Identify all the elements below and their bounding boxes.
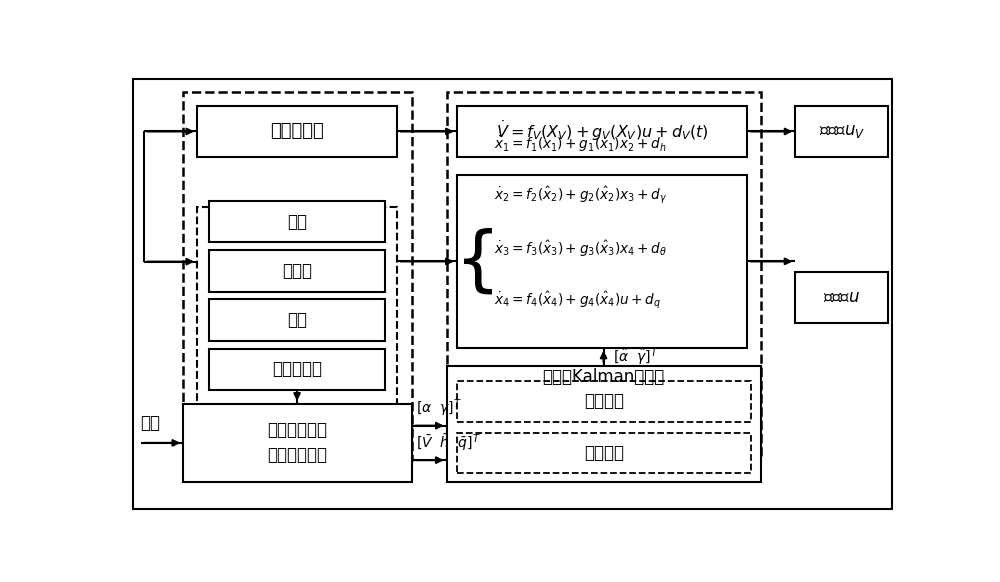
Text: 速度子系统: 速度子系统 [270, 122, 324, 140]
Bar [209, 201, 385, 242]
Bar [457, 381, 751, 421]
Text: 自适应Kalman滤波器: 自适应Kalman滤波器 [542, 368, 665, 386]
Bar [795, 106, 888, 157]
Bar [209, 250, 385, 292]
Bar [197, 106, 397, 157]
Bar [209, 349, 385, 391]
Text: 航迹角: 航迹角 [282, 262, 312, 280]
Text: $[\bar{V}\ \ \bar{h}\ \ \bar{q}]^T$: $[\bar{V}\ \ \bar{h}\ \ \bar{q}]^T$ [416, 432, 480, 453]
Bar [197, 207, 397, 460]
Text: 控制器$u_V$: 控制器$u_V$ [819, 122, 865, 140]
Bar [209, 299, 385, 341]
Text: 迎角: 迎角 [287, 311, 307, 329]
Text: 状态方程: 状态方程 [584, 392, 624, 410]
Text: $\dot{x}_4=f_4(\hat{x}_4)+g_4(\hat{x}_4)u+d_q$: $\dot{x}_4=f_4(\hat{x}_4)+g_4(\hat{x}_4)… [494, 290, 661, 311]
Bar [447, 93, 761, 460]
Text: 噪声: 噪声 [140, 414, 160, 432]
Bar [183, 404, 412, 482]
Bar [457, 106, 747, 157]
Text: $\dot{V}=f_V(X_V)+g_V(X_V)u+d_V(t)$: $\dot{V}=f_V(X_V)+g_V(X_V)u+d_V(t)$ [496, 119, 708, 144]
Bar [795, 271, 888, 323]
Bar [457, 175, 747, 347]
Text: $[\alpha\ \ \gamma]^T$: $[\alpha\ \ \gamma]^T$ [416, 398, 462, 419]
Text: 高度: 高度 [287, 212, 307, 230]
Text: $\{$: $\{$ [454, 226, 493, 296]
Bar [457, 433, 751, 473]
Text: 量测方程: 量测方程 [584, 444, 624, 462]
Text: $\dot{x}_3=f_3(\hat{x}_3)+g_3(\hat{x}_3)x_4+d_\theta$: $\dot{x}_3=f_3(\hat{x}_3)+g_3(\hat{x}_3)… [494, 239, 667, 259]
Text: 俯仰角速率: 俯仰角速率 [272, 360, 322, 378]
Text: 控制器$u$: 控制器$u$ [823, 288, 860, 306]
Text: $\dot{x}_2=f_2(\hat{x}_2)+g_2(\hat{x}_2)x_3+d_\gamma$: $\dot{x}_2=f_2(\hat{x}_2)+g_2(\hat{x}_2)… [494, 184, 667, 206]
Text: 惯性导航系统
（测量系统）: 惯性导航系统 （测量系统） [267, 421, 327, 464]
Bar [447, 365, 761, 482]
Text: $\dot{x}_1=f_1(x_1)+g_1(x_1)x_2+d_h$: $\dot{x}_1=f_1(x_1)+g_1(x_1)x_2+d_h$ [494, 134, 666, 154]
Text: $[\hat{\alpha}\ \ \hat{\gamma}]^T$: $[\hat{\alpha}\ \ \hat{\gamma}]^T$ [613, 346, 659, 367]
Bar [183, 93, 412, 460]
